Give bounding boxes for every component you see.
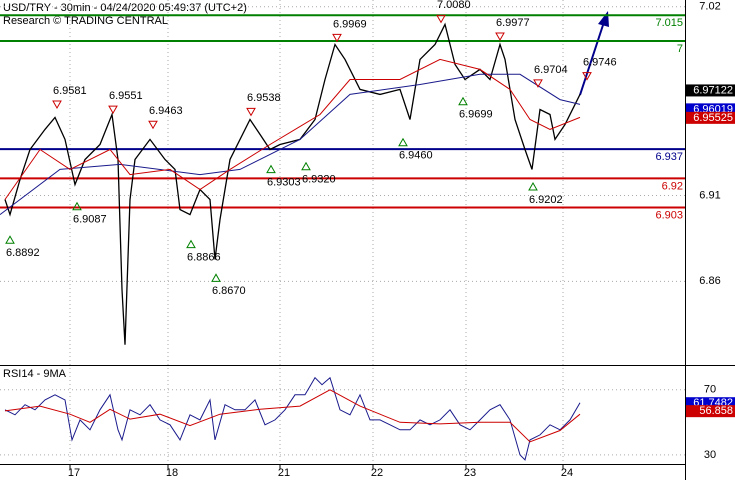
high-marker (246, 107, 256, 117)
chart-subtitle: Research © TRADING CENTRAL (3, 15, 168, 27)
low-marker (458, 96, 468, 106)
low-label: 6.9303 (267, 177, 301, 189)
series-line (4, 376, 581, 461)
x-tick-label: 18 (166, 467, 178, 479)
low-marker (5, 235, 15, 244)
high-marker (582, 72, 592, 81)
series-line (4, 22, 581, 345)
high-label: 6.9581 (53, 85, 87, 97)
rsi-title: RSI14 - 9MA (3, 368, 67, 380)
last-value-label: 6.95525 (693, 112, 733, 124)
level-label: 7 (677, 43, 683, 55)
series-line (4, 389, 581, 443)
high-label: 7.0080 (437, 0, 471, 11)
last-value-box (686, 84, 735, 97)
low-label: 6.9202 (529, 194, 563, 206)
x-tick-label: 22 (371, 467, 383, 479)
x-tick-label: 23 (464, 467, 476, 479)
level-label: 7.015 (655, 17, 683, 29)
high-marker (332, 33, 342, 43)
low-label: 6.9320 (302, 174, 336, 186)
last-value-label: 6.97122 (693, 84, 733, 96)
high-label: 6.9463 (149, 105, 183, 117)
high-marker (148, 120, 158, 130)
high-marker (52, 100, 62, 109)
high-label: 6.9538 (247, 92, 281, 104)
last-value-box (686, 405, 735, 418)
level-label: 6.937 (655, 151, 683, 163)
y-tick-label: 6.86 (699, 275, 720, 287)
y-tick-label: 30 (704, 449, 716, 461)
series-line (0, 73, 581, 215)
low-marker (528, 182, 538, 191)
low-marker (186, 239, 196, 249)
high-marker (436, 14, 446, 24)
low-label: 6.8866 (187, 252, 221, 264)
forecast-arrow (579, 21, 605, 96)
x-tick-label: 17 (68, 467, 80, 479)
low-label: 6.8892 (6, 247, 40, 259)
x-tick-label: 24 (561, 467, 573, 479)
low-label: 6.8670 (212, 285, 246, 297)
high-label: 6.9746 (583, 57, 617, 69)
low-marker (301, 161, 311, 171)
low-marker (266, 164, 276, 174)
low-marker (211, 273, 221, 282)
level-label: 6.903 (655, 209, 683, 221)
y-tick-label: 7.02 (699, 1, 720, 13)
high-label: 6.9704 (534, 64, 568, 76)
low-label: 6.9699 (459, 109, 493, 121)
high-marker (108, 105, 118, 115)
level-label: 6.92 (662, 180, 683, 192)
low-marker (398, 137, 408, 147)
high-marker (495, 32, 505, 41)
low-label: 6.9460 (399, 150, 433, 162)
low-marker (72, 201, 82, 211)
last-value-label: 56.858 (699, 405, 733, 417)
high-label: 6.9551 (109, 90, 143, 102)
y-tick-label: 6.91 (699, 189, 720, 201)
y-tick-label: 70 (704, 384, 716, 396)
chart-title: USD/TRY - 30min - 04/24/2020 05:49:37 (U… (3, 2, 247, 14)
high-marker (533, 79, 543, 88)
x-tick-label: 21 (278, 467, 290, 479)
series-line (4, 58, 581, 200)
low-label: 6.9087 (73, 214, 107, 226)
high-label: 6.9969 (333, 18, 367, 30)
high-label: 6.9977 (496, 17, 530, 29)
last-value-box (686, 111, 735, 124)
